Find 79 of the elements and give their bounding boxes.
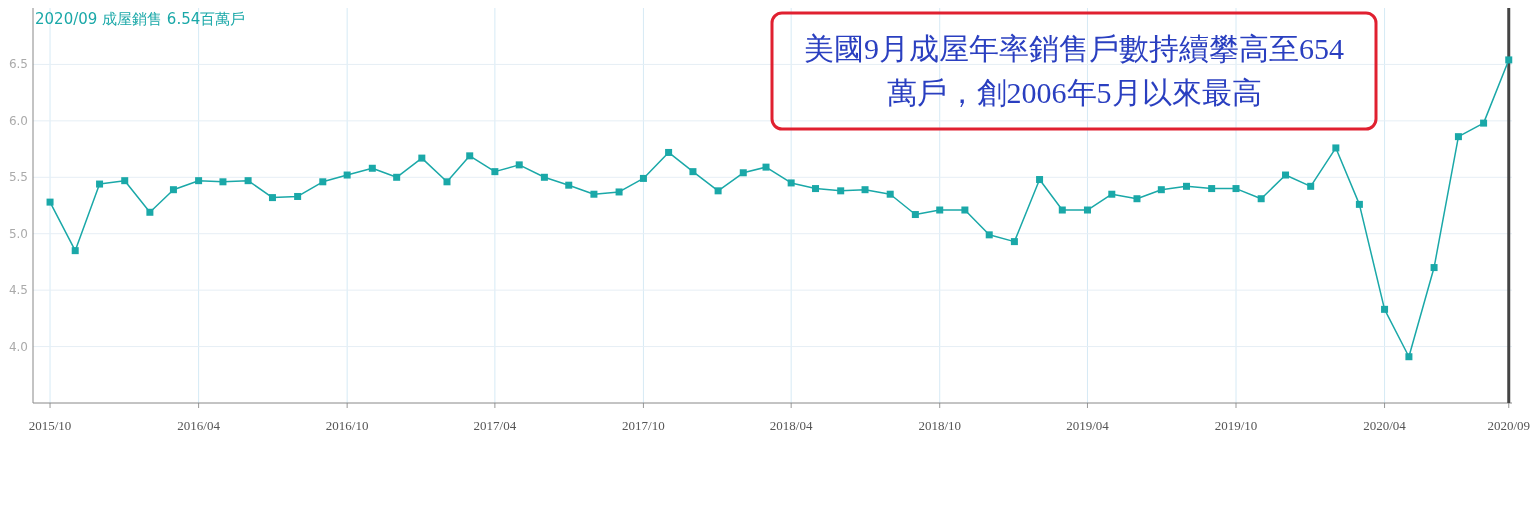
point (639, 174, 647, 182)
x-tick-label: 2020/09 (1487, 418, 1531, 433)
point (1182, 182, 1190, 190)
point (1083, 206, 1091, 214)
point (1454, 133, 1462, 141)
y-tick-label: 5.0 (8, 226, 28, 241)
x-tick-label: 2018/04 (769, 418, 813, 433)
x-tick-label: 2019/04 (1066, 418, 1110, 433)
chart-title: 2020/09 成屋銷售 6.54百萬戶 (35, 10, 246, 28)
point (1208, 185, 1216, 193)
y-tick-label: 5.5 (8, 170, 28, 185)
point (121, 177, 129, 185)
point (343, 171, 351, 179)
point (961, 206, 969, 214)
x-tick-label: 2016/04 (177, 418, 221, 433)
point (1108, 190, 1116, 198)
x-tick-label: 2018/10 (918, 418, 962, 433)
point (714, 187, 722, 195)
x-tick-label: 2019/10 (1214, 418, 1258, 433)
point (71, 247, 79, 255)
y-tick-label: 6.5 (8, 57, 28, 72)
point (787, 179, 795, 187)
point (936, 206, 944, 214)
point (886, 190, 894, 198)
point (393, 173, 401, 181)
y-tick-label: 6.0 (8, 113, 28, 128)
point (195, 177, 203, 185)
point (1505, 56, 1513, 64)
point (368, 164, 376, 172)
y-tick-label: 4.0 (8, 339, 28, 354)
point (443, 178, 451, 186)
point (861, 186, 869, 194)
point (1355, 200, 1363, 208)
point (319, 178, 327, 186)
point (466, 152, 474, 160)
point (1232, 185, 1240, 193)
point (1010, 238, 1018, 246)
point (146, 208, 154, 216)
point (1332, 144, 1340, 152)
point (1133, 195, 1141, 203)
point (812, 185, 820, 193)
point (1257, 195, 1265, 203)
point (615, 188, 623, 196)
x-tick-label: 2016/10 (325, 418, 369, 433)
x-tick-label: 2017/10 (622, 418, 665, 433)
point (491, 168, 499, 176)
point (1036, 176, 1044, 184)
point (540, 173, 548, 181)
point (219, 178, 227, 186)
point (1480, 119, 1488, 127)
point (268, 194, 276, 202)
point (565, 181, 573, 189)
point (96, 180, 104, 188)
point (1157, 186, 1165, 194)
point (1307, 182, 1315, 190)
point (46, 198, 54, 206)
y-tick-label: 4.5 (8, 283, 28, 298)
x-tick-label: 2020/04 (1363, 418, 1407, 433)
x-tick-label: 2015/10 (28, 418, 72, 433)
point (762, 163, 770, 171)
point (1381, 305, 1389, 313)
point (244, 177, 252, 185)
point (1282, 171, 1290, 179)
point (590, 190, 598, 198)
point (911, 211, 919, 219)
x-tick-label: 2017/04 (473, 418, 517, 433)
point (985, 231, 993, 239)
point (1058, 206, 1066, 214)
point (689, 168, 697, 176)
point (837, 187, 845, 195)
point (515, 161, 523, 169)
point (418, 154, 426, 162)
point (1405, 353, 1413, 361)
point (1430, 264, 1438, 272)
annotation: 美國9月成屋年率銷售戶數持續攀高至654萬戶，創2006年5月以來最高 (804, 32, 1344, 109)
point (169, 186, 177, 194)
point (665, 148, 673, 156)
point (739, 169, 747, 177)
point (294, 192, 302, 200)
